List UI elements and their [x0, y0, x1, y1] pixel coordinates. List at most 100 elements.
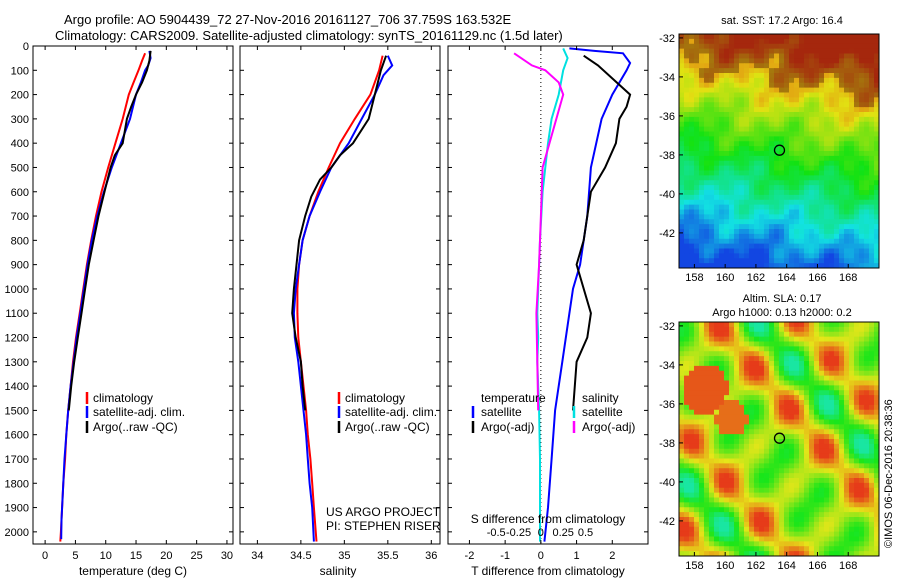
s-diff-tick-label: 0.25	[552, 527, 573, 539]
map-cell	[704, 385, 710, 391]
map-cell	[824, 346, 830, 352]
map-cell	[834, 375, 840, 381]
map-cell	[754, 146, 760, 152]
map-cell	[869, 170, 875, 176]
map-cell	[824, 507, 830, 513]
map-cell	[749, 453, 755, 459]
map-cell	[714, 326, 720, 333]
map-cell	[829, 380, 835, 386]
map-cell	[704, 478, 710, 484]
map-cell	[724, 482, 730, 489]
map-cell	[739, 356, 745, 362]
map-cell	[859, 331, 865, 338]
map-cell	[749, 541, 755, 547]
map-cell	[754, 370, 760, 377]
map-cell	[729, 214, 735, 220]
map-cell	[829, 229, 835, 235]
map-cell	[859, 521, 865, 528]
map-cell	[734, 209, 740, 215]
map-cell	[714, 58, 720, 64]
map-cell	[839, 526, 845, 533]
map-cell	[859, 209, 865, 215]
map-cell	[864, 458, 870, 464]
map-cell	[779, 541, 785, 547]
map-cell	[869, 341, 875, 347]
map-x-tick-label: 168	[839, 560, 857, 572]
map-cell	[729, 424, 735, 430]
map-cell	[829, 180, 835, 186]
map-cell	[689, 219, 695, 225]
map-cell	[679, 63, 685, 69]
map-cell	[869, 107, 875, 113]
map-cell	[819, 336, 825, 342]
map-cell	[739, 331, 745, 338]
map-cell	[809, 141, 815, 147]
map-cell	[744, 194, 750, 201]
map-cell	[784, 107, 790, 113]
map-cell	[684, 243, 690, 249]
map-cell	[794, 434, 800, 440]
map-cell	[784, 400, 790, 406]
map-cell	[759, 356, 765, 362]
map-cell	[809, 77, 815, 84]
map-cell	[814, 107, 820, 113]
map-cell	[764, 34, 770, 40]
map-cell	[839, 521, 845, 528]
map-cell	[704, 63, 710, 69]
map-cell	[749, 53, 755, 59]
map-cell	[834, 390, 840, 396]
map-cell	[814, 404, 820, 411]
map-cell	[784, 68, 790, 74]
map-cell	[764, 356, 770, 362]
map-cell	[794, 322, 800, 328]
s-diff-tick-label: -0.5	[487, 527, 506, 539]
map-cell	[864, 185, 870, 191]
map-cell	[689, 336, 695, 342]
map-cell	[794, 209, 800, 215]
map-cell	[804, 414, 810, 420]
map-cell	[804, 521, 810, 528]
map-cell	[874, 107, 880, 113]
map-cell	[804, 229, 810, 235]
map-cell	[799, 502, 805, 508]
map-cell	[759, 199, 765, 206]
map-cell	[769, 409, 775, 416]
map-cell	[704, 531, 710, 537]
map-cell	[729, 361, 735, 367]
map-cell	[734, 219, 740, 225]
map-cell	[864, 258, 870, 264]
map-cell	[744, 180, 750, 186]
map-cell	[869, 151, 875, 157]
map-cell	[714, 53, 720, 59]
depth-tick-label: 1300	[5, 357, 29, 369]
map-cell	[824, 68, 830, 74]
map-cell	[859, 175, 865, 181]
map-cell	[774, 536, 780, 542]
map-cell	[729, 400, 735, 406]
map-cell	[869, 116, 875, 123]
map-cell	[749, 482, 755, 489]
map-cell	[764, 126, 770, 132]
map-cell	[769, 356, 775, 362]
map-cell	[839, 263, 845, 269]
map-cell	[729, 492, 735, 498]
map-cell	[864, 453, 870, 459]
map-cell	[739, 370, 745, 377]
map-cell	[834, 243, 840, 249]
map-cell	[679, 238, 685, 245]
map-cell	[714, 199, 720, 206]
map-cell	[699, 361, 705, 367]
map-cell	[829, 361, 835, 367]
map-cell	[694, 546, 700, 552]
map-cell	[694, 136, 700, 142]
map-cell	[849, 404, 855, 411]
map-cell	[824, 209, 830, 215]
map-cell	[714, 385, 720, 391]
map-cell	[824, 370, 830, 377]
map-cell	[769, 517, 775, 523]
map-cell	[709, 443, 715, 450]
map-cell	[739, 34, 745, 40]
map-cell	[844, 141, 850, 147]
map-cell	[849, 482, 855, 489]
map-cell	[769, 326, 775, 333]
